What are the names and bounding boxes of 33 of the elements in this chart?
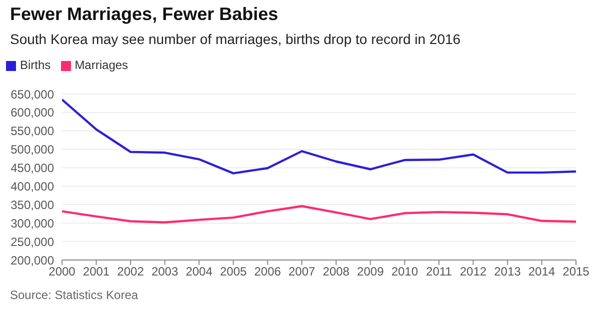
x-tick-label: 2014 <box>528 264 556 279</box>
chart-subtitle: South Korea may see number of marriages, births drop to record in 2016 <box>10 31 461 47</box>
y-tick-label: 300,000 <box>10 216 54 230</box>
x-tick-label: 2009 <box>357 264 384 279</box>
x-tick-label: 2007 <box>288 264 316 279</box>
y-tick-label: 200,000 <box>10 253 54 268</box>
x-tick-label: 2002 <box>117 264 144 279</box>
x-tick-label: 2005 <box>220 264 248 279</box>
x-tick-label: 2008 <box>322 264 350 279</box>
x-tick-label: 2012 <box>460 264 487 279</box>
y-tick-label: 400,000 <box>10 179 54 194</box>
y-tick-label: 350,000 <box>10 198 54 212</box>
y-tick-label: 550,000 <box>10 124 54 138</box>
x-tick-label: 2015 <box>562 264 590 279</box>
source-note: Source: Statistics Korea <box>10 288 138 302</box>
x-tick-label: 2013 <box>494 264 522 279</box>
line-series <box>62 205 576 224</box>
x-tick-label: 2003 <box>151 264 178 279</box>
x-tick-label: 2004 <box>186 264 213 279</box>
line-series <box>62 98 576 174</box>
x-tick-label: 2000 <box>48 264 76 279</box>
y-tick-label: 250,000 <box>10 234 54 249</box>
x-tick-label: 2011 <box>426 264 452 279</box>
y-tick-label: 500,000 <box>10 142 54 157</box>
y-tick-label: 650,000 <box>10 87 54 102</box>
legend-label: Marriages <box>74 58 128 72</box>
y-tick-label: 450,000 <box>10 161 54 176</box>
y-tick-label: 600,000 <box>10 106 54 120</box>
legend-label: Births <box>20 58 51 72</box>
x-tick-label: 2010 <box>391 264 418 279</box>
x-tick-label: 2006 <box>254 264 282 279</box>
chart-title: Fewer Marriages, Fewer Babies <box>10 4 278 25</box>
x-tick-label: 2001 <box>82 264 110 279</box>
